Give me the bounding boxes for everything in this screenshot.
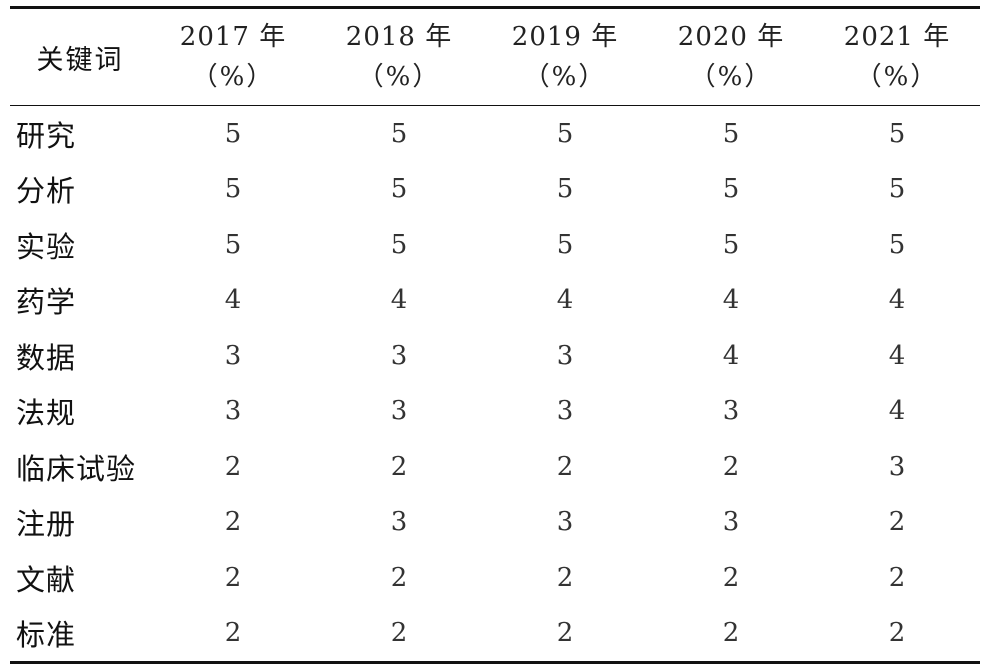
table-row: 标准 2 2 2 2 2: [10, 605, 980, 664]
value-cell: 5: [556, 229, 574, 260]
value-cell: 5: [722, 174, 740, 205]
value-cell: 4: [888, 285, 906, 316]
value-cell: 5: [390, 174, 408, 205]
table-row: 分析 5 5 5 5 5: [10, 162, 980, 218]
year-column-header: 2020 年 （%）: [648, 6, 814, 106]
year-column-header: 2019 年 （%）: [482, 6, 648, 106]
value-cell: 5: [390, 118, 408, 149]
value-cell: 2: [482, 605, 648, 664]
unit-label: （%）: [689, 62, 773, 92]
table-row: 临床试验 2 2 2 2 3: [10, 439, 980, 495]
value-cell: 2: [722, 562, 740, 593]
keyword-cell: 数据: [16, 340, 77, 375]
unit-label: （%）: [357, 62, 441, 92]
value-cell: 2: [224, 507, 242, 538]
keyword-cell: 标准: [10, 605, 150, 664]
value-cell: 3: [224, 340, 242, 371]
value-cell: 3: [722, 396, 740, 427]
value-cell: 3: [556, 507, 574, 538]
value-cell: 5: [888, 174, 906, 205]
value-cell: 2: [390, 562, 408, 593]
value-cell: 3: [390, 340, 408, 371]
value-cell: 3: [390, 507, 408, 538]
unit-label: （%）: [855, 62, 939, 92]
value-cell: 2: [814, 605, 980, 664]
keyword-cell: 注册: [16, 507, 77, 542]
value-cell: 5: [888, 229, 906, 260]
value-cell: 4: [722, 340, 740, 371]
table-row: 药学 4 4 4 4 4: [10, 273, 980, 329]
value-cell: 2: [648, 605, 814, 664]
value-cell: 2: [556, 451, 574, 482]
value-cell: 4: [888, 396, 906, 427]
unit-label: （%）: [523, 62, 607, 92]
value-cell: 4: [556, 285, 574, 316]
keyword-frequency-table: 关键词 2017 年 （%） 2018 年 （%） 2019 年 （%） 202…: [10, 6, 980, 664]
table-body: 研究 5 5 5 5 5 分析 5 5 5 5 5 实验 5 5 5 5 5 药学 4 4 4 4 4 数据 3 3 3 4 4 法规 3 3 3…: [10, 106, 980, 664]
value-cell: 2: [556, 562, 574, 593]
value-cell: 3: [556, 396, 574, 427]
value-cell: 2: [150, 605, 316, 664]
value-cell: 2: [888, 562, 906, 593]
value-cell: 4: [390, 285, 408, 316]
value-cell: 2: [888, 507, 906, 538]
value-cell: 4: [722, 285, 740, 316]
keyword-cell: 临床试验: [16, 451, 137, 486]
value-cell: 2: [316, 605, 482, 664]
table-row: 注册 2 3 3 3 2: [10, 495, 980, 551]
year-column-header: 2021 年 （%）: [814, 6, 980, 106]
keyword-cell: 实验: [16, 229, 77, 264]
table-row: 文献 2 2 2 2 2: [10, 550, 980, 606]
year-column-header: 2018 年 （%）: [316, 6, 482, 106]
value-cell: 5: [224, 118, 242, 149]
table-header-row: 关键词 2017 年 （%） 2018 年 （%） 2019 年 （%） 202…: [10, 6, 980, 106]
keyword-cell: 药学: [16, 285, 77, 320]
value-cell: 3: [888, 451, 906, 482]
keyword-cell: 法规: [16, 396, 77, 431]
value-cell: 2: [224, 451, 242, 482]
value-cell: 5: [224, 174, 242, 205]
keyword-cell: 分析: [16, 174, 77, 209]
value-cell: 5: [556, 118, 574, 149]
year-label: 2018 年: [345, 22, 453, 52]
table-row: 研究 5 5 5 5 5: [10, 106, 980, 162]
value-cell: 4: [888, 340, 906, 371]
value-cell: 5: [888, 118, 906, 149]
value-cell: 5: [224, 229, 242, 260]
value-cell: 2: [224, 562, 242, 593]
value-cell: 3: [390, 396, 408, 427]
table-row: 数据 3 3 3 4 4: [10, 328, 980, 384]
year-label: 2021 年: [843, 22, 951, 52]
keyword-cell: 研究: [16, 118, 77, 153]
value-cell: 2: [390, 451, 408, 482]
year-label: 2017 年: [179, 22, 287, 52]
value-cell: 5: [722, 229, 740, 260]
unit-label: （%）: [191, 62, 275, 92]
value-cell: 3: [224, 396, 242, 427]
table-row: 实验 5 5 5 5 5: [10, 217, 980, 273]
value-cell: 5: [556, 174, 574, 205]
value-cell: 3: [722, 507, 740, 538]
value-cell: 5: [390, 229, 408, 260]
value-cell: 2: [722, 451, 740, 482]
table-row: 法规 3 3 3 3 4: [10, 384, 980, 440]
year-label: 2020 年: [677, 22, 785, 52]
value-cell: 4: [224, 285, 242, 316]
year-column-header: 2017 年 （%）: [150, 6, 316, 106]
value-cell: 3: [556, 340, 574, 371]
year-label: 2019 年: [511, 22, 619, 52]
keyword-column-header: 关键词: [10, 6, 150, 106]
keyword-cell: 文献: [16, 562, 77, 597]
value-cell: 5: [722, 118, 740, 149]
